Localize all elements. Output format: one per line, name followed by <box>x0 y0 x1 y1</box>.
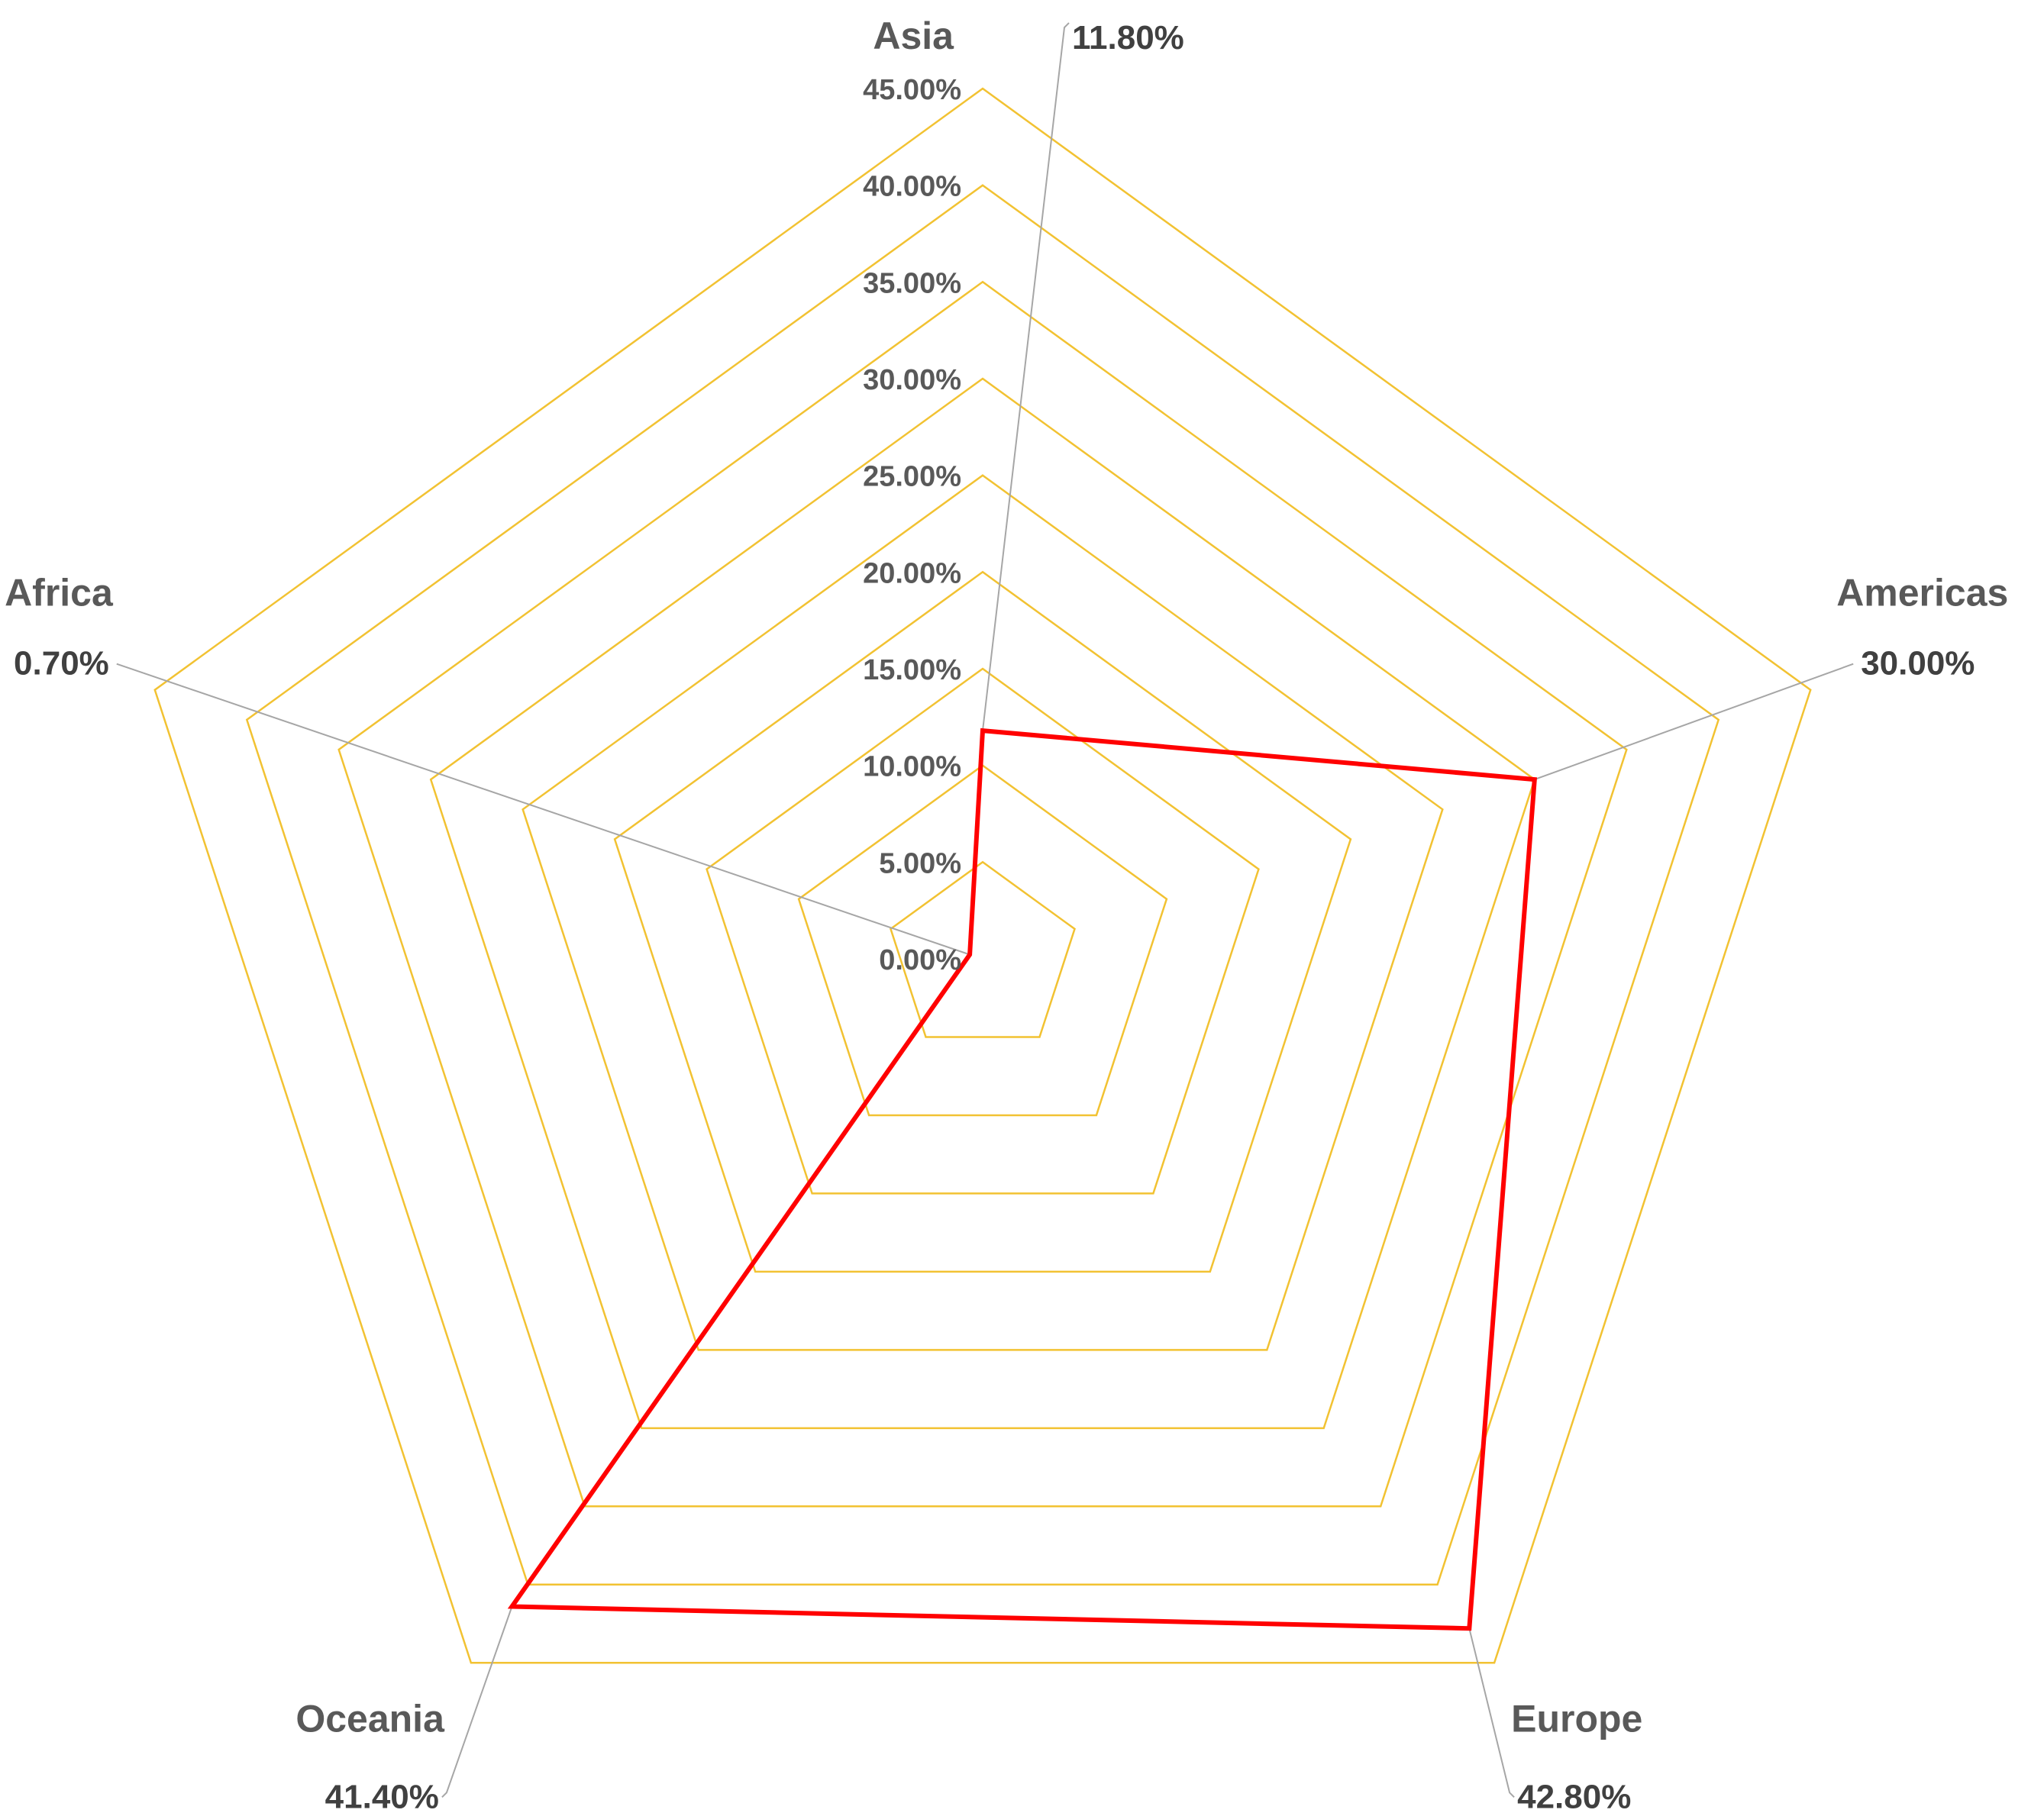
leader-lines <box>116 22 1854 1798</box>
data-label: 11.80% <box>1072 19 1184 56</box>
grid-ring <box>521 474 1444 1351</box>
grid-ring <box>890 860 1076 1038</box>
grid-ring <box>153 87 1812 1664</box>
tick-label: 15.00% <box>863 654 961 686</box>
tick-label: 5.00% <box>879 847 961 879</box>
grid-ring <box>245 184 1720 1586</box>
category-label: Africa <box>5 572 114 615</box>
tick-label: 35.00% <box>863 267 961 299</box>
series-polygon <box>507 727 1538 1631</box>
data-label: 41.40% <box>325 1778 439 1813</box>
tick-label: 20.00% <box>863 557 961 589</box>
leader-line <box>116 663 970 956</box>
leader-line <box>441 1606 513 1798</box>
radar-grid <box>153 87 1812 1664</box>
category-label: Asia <box>873 15 954 57</box>
tick-label: 45.00% <box>863 74 961 106</box>
grid-ring <box>706 667 1260 1195</box>
data-label: 30.00% <box>1861 645 1975 682</box>
leader-line <box>1534 663 1854 781</box>
tick-label: 0.00% <box>879 944 961 976</box>
category-labels: Asia 11.80% Americas 30.00% Europe 42.80% Ocea… <box>5 15 2008 1813</box>
leader-line <box>1468 1628 1515 1798</box>
tick-label: 30.00% <box>863 364 961 396</box>
radial-tick-labels: 0.00% 5.00% 10.00% 15.00% 20.00% 25.00% 30.00%… <box>863 74 961 976</box>
grid-ring <box>613 570 1352 1273</box>
grid-ring <box>429 377 1536 1430</box>
data-label: 0.70% <box>14 645 109 682</box>
grid-ring <box>337 280 1628 1508</box>
tick-label: 25.00% <box>863 461 961 493</box>
tick-label: 40.00% <box>863 171 961 203</box>
grid-ring <box>797 764 1168 1117</box>
category-label: Americas <box>1836 572 2008 615</box>
data-label: 42.80% <box>1517 1778 1631 1813</box>
data-series <box>507 727 1538 1631</box>
tick-label: 10.00% <box>863 751 961 783</box>
category-label: Oceania <box>295 1697 445 1740</box>
category-label: Europe <box>1511 1697 1642 1740</box>
leader-line <box>982 22 1070 731</box>
